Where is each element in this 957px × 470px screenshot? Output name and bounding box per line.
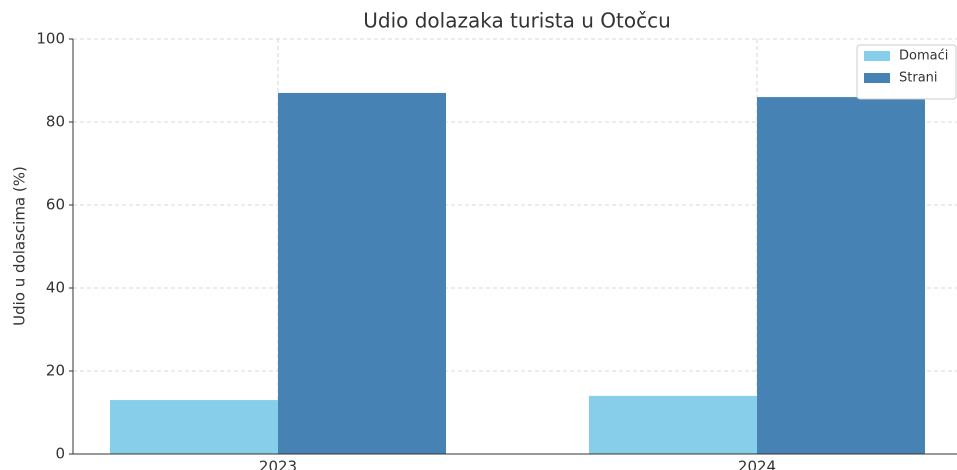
y-tick-label: 20	[46, 362, 65, 380]
legend-label: Strani	[899, 71, 938, 86]
bar	[110, 400, 278, 454]
chart-title: Udio dolazaka turista u Otočcu	[363, 9, 671, 33]
legend-swatch	[864, 73, 890, 83]
bar	[589, 395, 757, 454]
bar	[278, 92, 446, 454]
bar	[757, 97, 925, 454]
y-tick-label: 0	[55, 445, 65, 463]
legend-swatch	[864, 51, 890, 61]
x-tick-label: 2024	[738, 458, 776, 470]
x-tick-label: 2023	[259, 458, 297, 470]
y-tick-label: 100	[36, 30, 65, 48]
y-tick-label: 60	[46, 196, 65, 214]
y-axis-label: Udio u dolascima (%)	[11, 166, 29, 326]
y-tick-label: 80	[46, 113, 65, 131]
legend-label: Domaći	[899, 49, 948, 64]
y-tick-label: 40	[46, 279, 65, 297]
